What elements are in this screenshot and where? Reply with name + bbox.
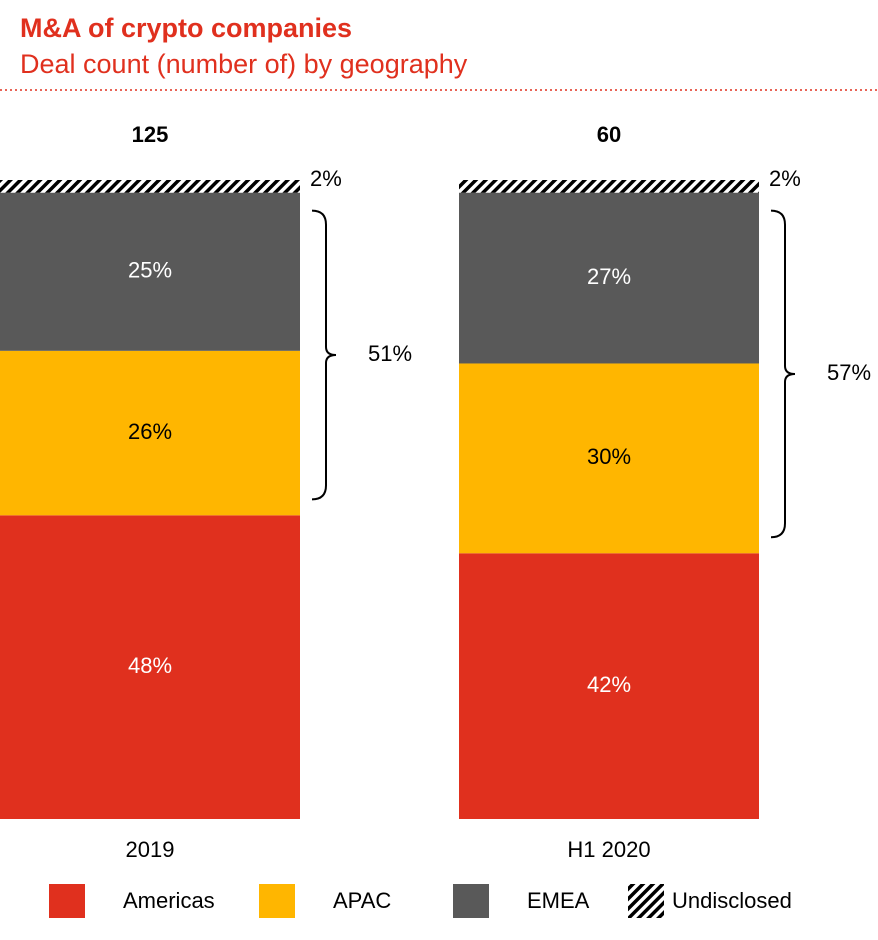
legend-swatch <box>628 884 664 918</box>
bar-segment <box>0 515 300 819</box>
value-label: 25% <box>128 258 172 283</box>
value-label: 2% <box>769 166 801 191</box>
chart-title: M&A of crypto companies <box>20 13 352 43</box>
bracket-label: 51% <box>368 341 412 366</box>
bar-segment <box>0 350 300 516</box>
legend-label: EMEA <box>527 888 590 913</box>
bracket <box>770 209 796 539</box>
legend-swatch <box>453 884 489 918</box>
legend-swatch <box>49 884 85 918</box>
legend-swatch <box>259 884 295 918</box>
bar-segment <box>459 180 759 193</box>
total-label: 60 <box>597 122 621 147</box>
value-label: 26% <box>128 419 172 444</box>
bar-segment <box>459 192 759 364</box>
bracket <box>311 209 337 501</box>
bracket-label: 57% <box>827 360 871 385</box>
bar-segment <box>459 363 759 554</box>
chart-subtitle: Deal count (number of) by geography <box>20 49 468 79</box>
bar-segment <box>0 192 300 351</box>
value-label: 42% <box>587 672 631 697</box>
x-tick-label: 2019 <box>126 837 175 862</box>
bar-segment <box>459 553 759 819</box>
legend-label: APAC <box>333 888 391 913</box>
value-label: 2% <box>310 166 342 191</box>
value-label: 48% <box>128 653 172 678</box>
value-label: 27% <box>587 264 631 289</box>
bar-segment <box>0 180 300 193</box>
total-label: 125 <box>132 122 169 147</box>
value-label: 30% <box>587 444 631 469</box>
x-tick-label: H1 2020 <box>567 837 650 862</box>
legend-label: Americas <box>123 888 215 913</box>
legend-label: Undisclosed <box>672 888 792 913</box>
